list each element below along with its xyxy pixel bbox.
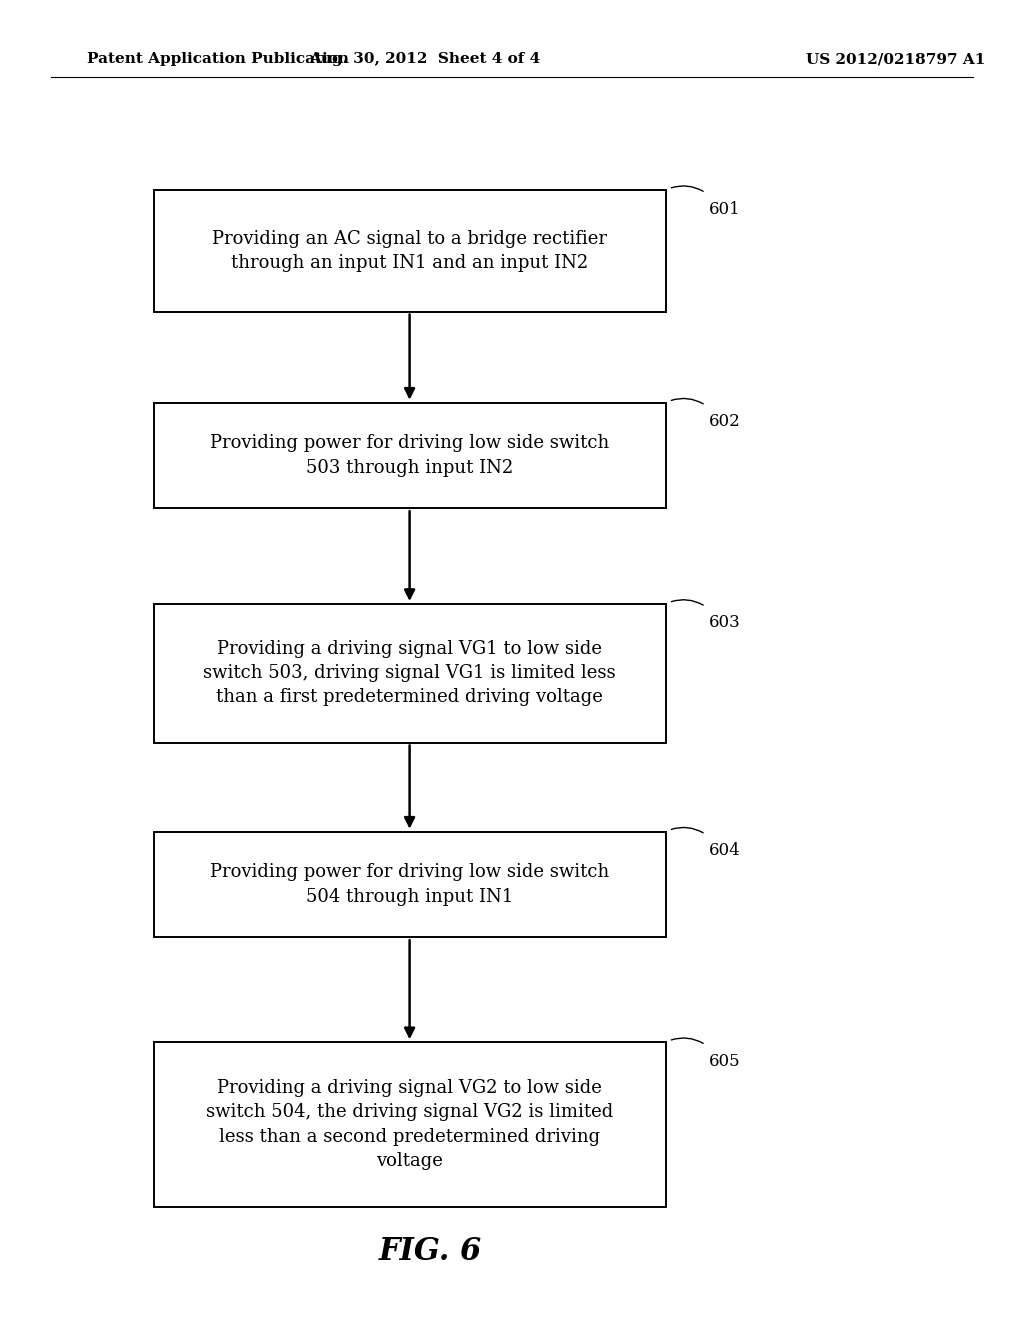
- Text: FIG. 6: FIG. 6: [379, 1236, 481, 1267]
- Bar: [154, 832, 666, 937]
- Text: US 2012/0218797 A1: US 2012/0218797 A1: [806, 53, 986, 66]
- Bar: [154, 1043, 666, 1206]
- Text: Aug. 30, 2012  Sheet 4 of 4: Aug. 30, 2012 Sheet 4 of 4: [309, 53, 541, 66]
- Text: Providing a driving signal VG2 to low side
switch 504, the driving signal VG2 is: Providing a driving signal VG2 to low si…: [206, 1080, 613, 1170]
- Text: 605: 605: [709, 1053, 740, 1069]
- Bar: [154, 605, 666, 742]
- Text: Providing a driving signal VG1 to low side
switch 503, driving signal VG1 is lim: Providing a driving signal VG1 to low si…: [204, 640, 615, 706]
- Bar: [154, 190, 666, 312]
- Text: Providing power for driving low side switch
503 through input IN2: Providing power for driving low side swi…: [210, 434, 609, 477]
- Text: Patent Application Publication: Patent Application Publication: [87, 53, 349, 66]
- Text: 601: 601: [709, 201, 740, 218]
- Bar: [154, 403, 666, 508]
- Text: 603: 603: [709, 615, 740, 631]
- Text: Providing an AC signal to a bridge rectifier
through an input IN1 and an input I: Providing an AC signal to a bridge recti…: [212, 230, 607, 272]
- Text: Providing power for driving low side switch
504 through input IN1: Providing power for driving low side swi…: [210, 863, 609, 906]
- Text: 602: 602: [709, 413, 740, 430]
- Text: 604: 604: [709, 842, 740, 859]
